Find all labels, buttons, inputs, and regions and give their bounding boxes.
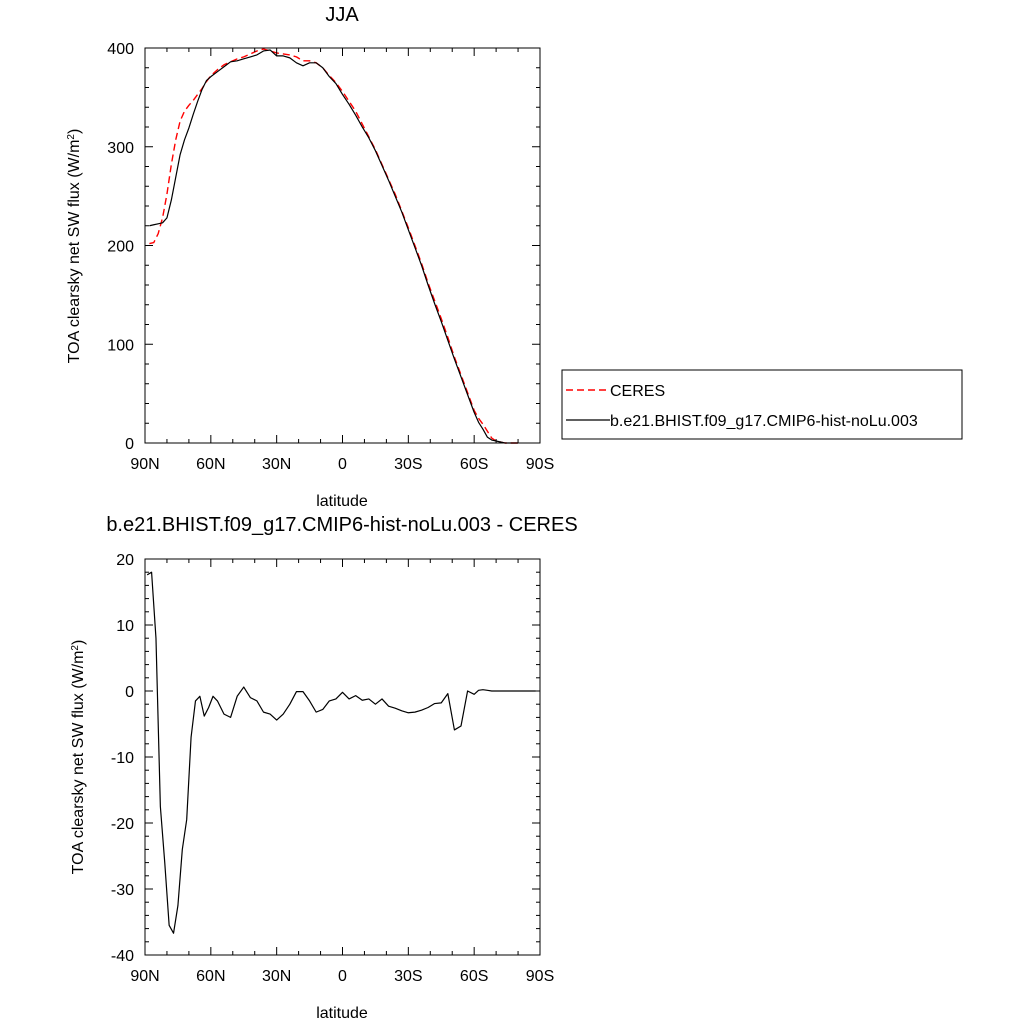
bottom-xtick-label: 30N [262,968,291,985]
top-axes: 90N 60N 30N 0 30S 60S 90S 0 100 200 300 400 [107,41,554,473]
bottom-ytick-label: -10 [111,750,134,767]
bottom-xlabel: latitude [316,1005,368,1022]
bottom-ytick-label: -30 [111,882,134,899]
legend-label-model: b.e21.BHIST.f09_g17.CMIP6-hist-noLu.003 [610,413,918,430]
legend-label-ceres: CERES [610,383,665,400]
top-xtick-label: 30S [394,456,422,473]
bottom-series-lines [146,571,536,934]
top-ylabel: TOA clearsky net SW flux (W/m2) [66,129,84,364]
bottom-ytick-label: 10 [116,618,134,635]
top-plot-frame [144,47,541,444]
top-ytick-label: 100 [107,337,134,354]
bottom-series-line-0 [146,571,536,934]
panel-bottom: b.e21.BHIST.f09_g17.CMIP6-hist-noLu.003 … [70,514,578,1022]
bottom-ytick-label: -20 [111,816,134,833]
top-ytick-label: 300 [107,140,134,157]
top-series-line-0 [149,48,519,444]
top-xtick-label: 0 [338,456,347,473]
bottom-plot-frame [144,558,541,956]
top-ytick-label: 0 [125,436,134,453]
top-xtick-label: 30N [262,456,291,473]
bottom-ytick-label: 0 [125,684,134,701]
bottom-xtick-label: 30S [394,968,422,985]
bottom-xtick-label: 90N [130,968,159,985]
panel-top: JJA 90N 60N 30N 0 30S 60S 90S 0 100 200 300 400 lat… [66,4,963,510]
top-series-lines [149,48,519,444]
bottom-ytick-label: -40 [111,948,134,965]
top-ytick-label: 400 [107,41,134,58]
top-series-line-1 [149,49,519,444]
bottom-xtick-label: 60N [196,968,225,985]
bottom-axes: 90N 60N 30N 0 30S 60S 90S -40 -30 -20 -10 0 10 20 [111,552,554,985]
legend: CERES b.e21.BHIST.f09_g17.CMIP6-hist-noL… [561,369,963,440]
top-xtick-label: 60N [196,456,225,473]
bottom-title: b.e21.BHIST.f09_g17.CMIP6-hist-noLu.003 … [106,514,577,536]
top-ytick-label: 200 [107,239,134,256]
top-xtick-label: 60S [460,456,488,473]
top-xtick-label: 90S [526,456,554,473]
bottom-xtick-label: 0 [338,968,347,985]
top-title: JJA [325,4,359,26]
bottom-xtick-label: 60S [460,968,488,985]
top-xtick-label: 90N [130,456,159,473]
legend-box [561,369,963,440]
bottom-ytick-label: 20 [116,552,134,569]
bottom-ylabel: TOA clearsky net SW flux (W/m2) [70,640,88,875]
bottom-xtick-label: 90S [526,968,554,985]
top-xlabel: latitude [316,493,368,510]
